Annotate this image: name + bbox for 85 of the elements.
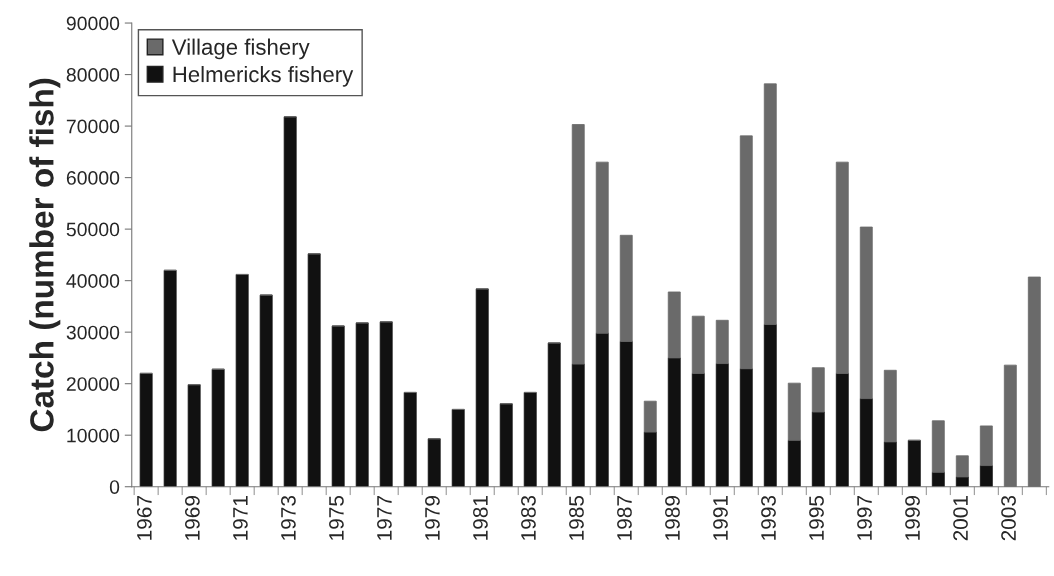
bar xyxy=(355,322,369,487)
bar xyxy=(835,372,849,487)
x-tick-label: 1979 xyxy=(425,496,440,540)
x-tick-label: 1987 xyxy=(617,496,632,540)
x-tick-label: 1975 xyxy=(329,495,344,540)
bar xyxy=(475,288,489,487)
bar xyxy=(595,332,609,487)
bar xyxy=(595,161,609,334)
x-tick-label: 1993 xyxy=(761,495,776,540)
x-tick-label: 1969 xyxy=(185,496,200,540)
bar xyxy=(715,363,729,487)
bar xyxy=(1003,364,1017,487)
bar xyxy=(379,321,393,487)
bar xyxy=(523,392,537,487)
y-tick-label: 70000 xyxy=(66,119,120,134)
x-tick-label: 1967 xyxy=(136,496,152,540)
x-tick-label: 1995 xyxy=(809,495,824,540)
bar xyxy=(331,325,345,487)
x-tick-label: 1983 xyxy=(521,495,536,540)
bar xyxy=(547,342,561,487)
bar xyxy=(619,234,633,342)
y-tick-label: 0 xyxy=(109,480,120,494)
bar xyxy=(811,411,825,487)
bar xyxy=(283,116,297,487)
y-tick-label: 80000 xyxy=(66,68,120,82)
bar xyxy=(571,363,585,487)
bar xyxy=(163,269,177,487)
x-tick-label: 1999 xyxy=(905,496,920,540)
bar xyxy=(619,341,633,487)
x-tick-label: 2003 xyxy=(1001,495,1016,541)
bar xyxy=(811,367,825,413)
y-tick-label: 10000 xyxy=(67,428,120,443)
bar xyxy=(931,420,945,473)
bar xyxy=(307,253,321,487)
bar xyxy=(667,357,681,487)
bar xyxy=(1027,276,1041,487)
bar xyxy=(643,400,657,433)
x-tick-label: 2001 xyxy=(953,496,968,541)
bar xyxy=(691,372,705,487)
legend-label: Helmericks fishery xyxy=(173,65,354,87)
bar xyxy=(259,294,273,487)
x-tick-label: 1977 xyxy=(377,496,392,540)
bar xyxy=(835,161,849,374)
bar xyxy=(859,226,873,400)
y-tick-label: 30000 xyxy=(66,325,120,340)
legend-label: Village fishery xyxy=(171,38,310,60)
y-axis-title: Catch (number of fish) xyxy=(29,78,61,432)
bar xyxy=(667,291,681,359)
bar xyxy=(859,398,873,487)
bar xyxy=(403,392,417,487)
bar xyxy=(883,441,897,487)
y-tick-label: 50000 xyxy=(66,222,120,237)
y-tick-label: 40000 xyxy=(66,274,120,288)
bar xyxy=(187,384,201,487)
bar xyxy=(979,465,993,487)
y-tick-label: 60000 xyxy=(66,171,120,185)
bar xyxy=(763,324,777,487)
bar xyxy=(643,431,657,487)
bar xyxy=(739,135,753,370)
y-tick-label: 90000 xyxy=(66,16,120,31)
bar xyxy=(883,369,897,443)
bar xyxy=(787,382,801,441)
x-tick-label: 1981 xyxy=(473,496,488,540)
y-tick-label: 20000 xyxy=(66,377,120,391)
bar xyxy=(211,368,225,487)
bar xyxy=(571,124,585,365)
x-tick-label: 1997 xyxy=(857,496,872,540)
x-tick-label: 1973 xyxy=(281,495,296,540)
bar xyxy=(739,368,753,487)
bar xyxy=(427,438,441,487)
x-tick-label: 1971 xyxy=(233,496,248,540)
bar xyxy=(763,83,777,325)
bar xyxy=(691,315,705,374)
x-tick-label: 1991 xyxy=(713,496,728,540)
x-tick-label: 1985 xyxy=(569,495,584,540)
x-tick-label: 1989 xyxy=(665,496,680,540)
bar xyxy=(499,403,513,487)
bar xyxy=(715,319,729,365)
bar xyxy=(235,274,249,487)
bar xyxy=(451,409,465,487)
bar xyxy=(787,439,801,487)
bar xyxy=(907,439,921,487)
bar xyxy=(979,425,993,467)
bar xyxy=(955,455,969,478)
bar xyxy=(139,372,153,487)
